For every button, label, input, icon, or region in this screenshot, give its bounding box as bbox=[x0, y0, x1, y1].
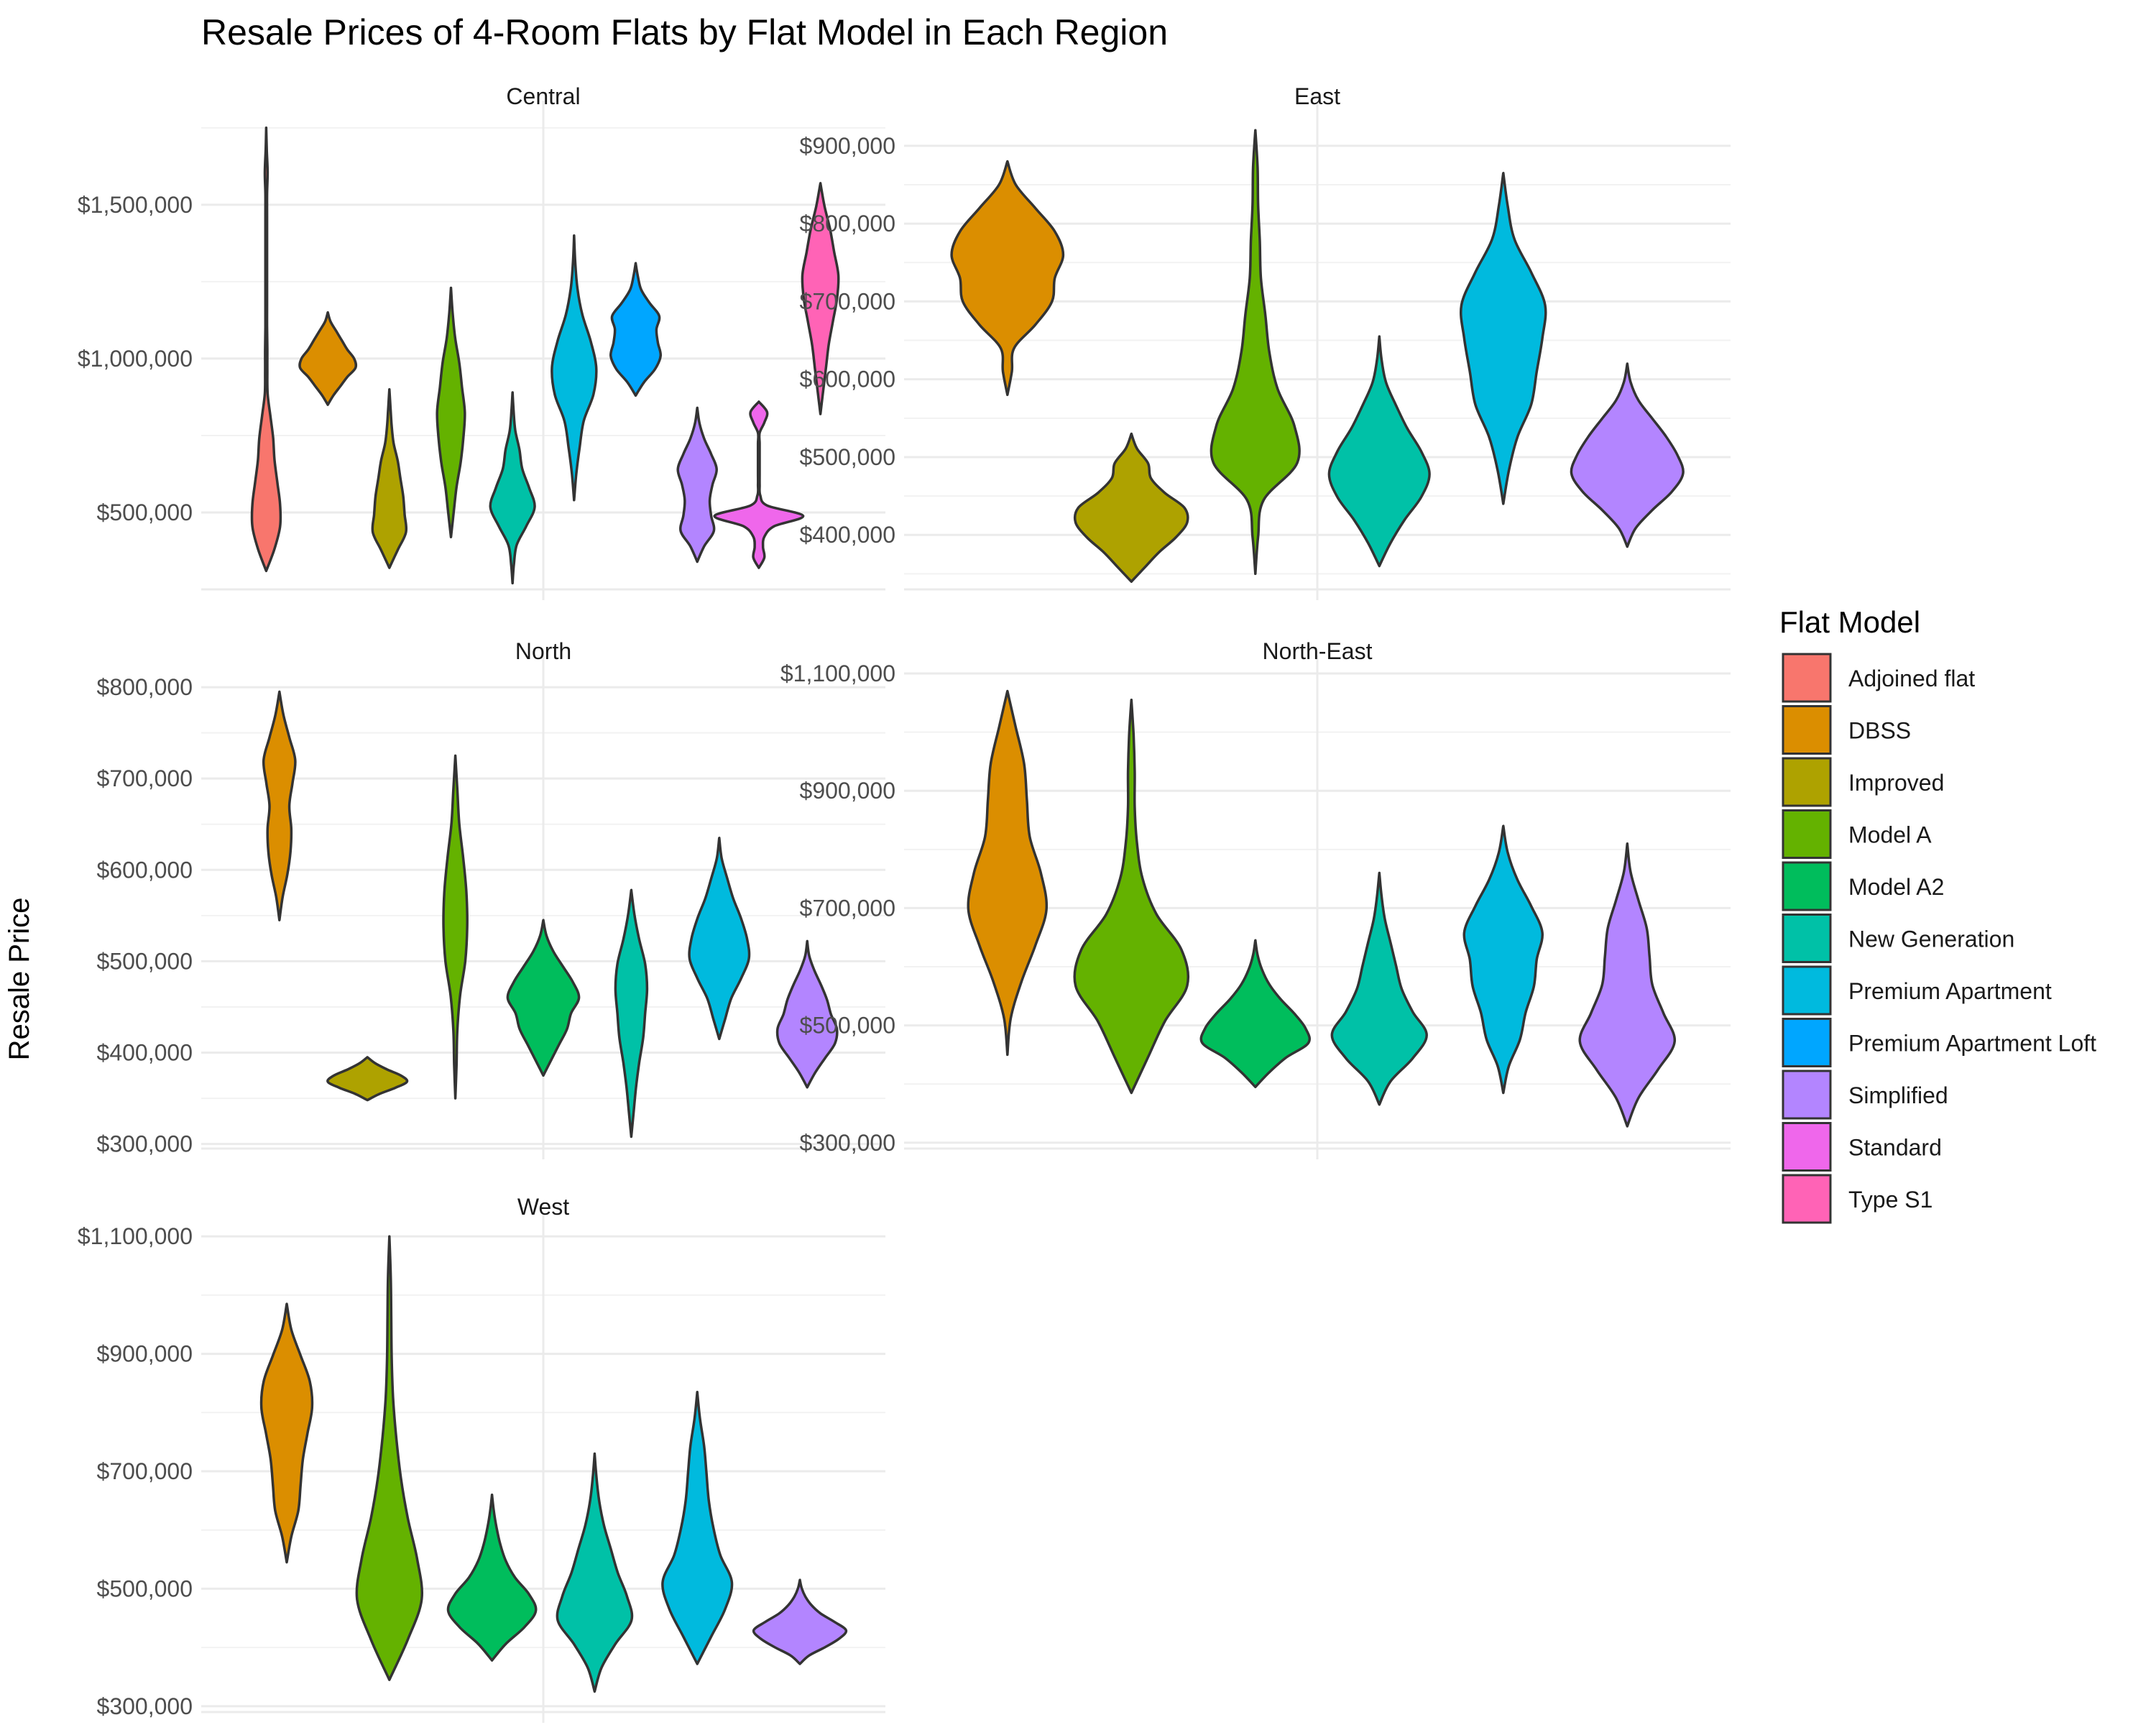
panel-title: West bbox=[517, 1194, 569, 1220]
violin-model-a bbox=[1073, 698, 1190, 1095]
y-tick-label: $300,000 bbox=[800, 1130, 895, 1156]
panel-north-east: $300,000 $500,000 $700,000 $900,000 $1,100,0… bbox=[780, 638, 1731, 1159]
legend-label: DBSS bbox=[1848, 718, 1911, 744]
legend-swatch bbox=[1782, 965, 1832, 1016]
legend-swatch bbox=[1782, 705, 1832, 755]
violin-premium-apartment bbox=[1459, 172, 1547, 505]
violin-dbss bbox=[950, 160, 1065, 397]
legend-label: Premium Apartment bbox=[1848, 978, 2052, 1004]
y-tick-label: $900,000 bbox=[800, 133, 895, 159]
legend-swatch bbox=[1782, 861, 1832, 911]
legend-swatch bbox=[1782, 1018, 1832, 1067]
y-tick-label: $1,500,000 bbox=[78, 192, 193, 218]
panel-title: Central bbox=[506, 83, 580, 109]
legend-swatch bbox=[1782, 653, 1832, 703]
y-axis-label: Resale Price bbox=[4, 898, 35, 1061]
y-tick-label: $700,000 bbox=[97, 765, 193, 791]
y-tick-label: $700,000 bbox=[800, 895, 895, 921]
violin-model-a2 bbox=[506, 919, 581, 1077]
legend-label: Premium Apartment Loft bbox=[1848, 1031, 2096, 1057]
y-tick-label: $600,000 bbox=[800, 367, 895, 392]
violin-simplified bbox=[775, 939, 839, 1089]
panel-east: $400,000 $500,000 $600,000 $700,000 $800,000… bbox=[800, 83, 1731, 600]
violin-improved bbox=[326, 1056, 409, 1102]
y-tick-label: $1,000,000 bbox=[78, 346, 193, 372]
panel-title: East bbox=[1294, 83, 1340, 109]
y-tick-label: $900,000 bbox=[97, 1341, 193, 1367]
y-tick-label: $500,000 bbox=[97, 500, 193, 525]
legend: Flat Model Adjoined flat DBSS Improved Mode… bbox=[1779, 605, 2096, 1224]
y-tick-label: $800,000 bbox=[97, 674, 193, 700]
y-tick-label: $300,000 bbox=[97, 1131, 193, 1157]
panel-central: $500,000 $1,000,000 $1,500,000 Central bbox=[78, 83, 885, 600]
violin-model-a2 bbox=[446, 1493, 538, 1662]
legend-swatch bbox=[1782, 914, 1832, 963]
legend-label: New Generation bbox=[1848, 926, 2014, 952]
legend-swatch bbox=[1782, 757, 1832, 807]
panel-title: North bbox=[515, 638, 571, 664]
violin-dbss bbox=[259, 1302, 314, 1564]
y-tick-label: $500,000 bbox=[800, 444, 895, 470]
y-tick-label: $500,000 bbox=[800, 1013, 895, 1039]
y-tick-label: $500,000 bbox=[97, 948, 193, 974]
violin-new-generation bbox=[614, 888, 649, 1138]
violin-improved bbox=[371, 387, 408, 569]
legend-label: Adjoined flat bbox=[1848, 666, 1975, 691]
violin-model-a2 bbox=[1199, 939, 1311, 1089]
legend-swatch bbox=[1782, 1174, 1832, 1224]
violin-new-generation bbox=[556, 1452, 634, 1693]
violin-dbss bbox=[967, 689, 1049, 1057]
chart-title: Resale Prices of 4-Room Flats by Flat Mo… bbox=[201, 12, 1168, 52]
y-tick-label: $400,000 bbox=[97, 1040, 193, 1066]
violin-premium-apartment bbox=[550, 234, 598, 502]
y-tick-label: $1,100,000 bbox=[780, 661, 895, 686]
y-tick-label: $1,100,000 bbox=[78, 1223, 193, 1249]
legend-label: Model A bbox=[1848, 822, 1932, 848]
y-tick-label: $400,000 bbox=[800, 522, 895, 548]
violin-simplified bbox=[1578, 842, 1676, 1128]
legend-label: Improved bbox=[1848, 770, 1944, 796]
violin-simplified bbox=[1570, 362, 1685, 548]
violin-model-a bbox=[436, 286, 466, 538]
y-tick-label: $700,000 bbox=[97, 1458, 193, 1484]
legend-title: Flat Model bbox=[1779, 605, 1920, 639]
violin-model-a bbox=[442, 754, 469, 1100]
legend-swatch bbox=[1782, 1070, 1832, 1120]
y-tick-label: $700,000 bbox=[800, 288, 895, 314]
violin-new-generation bbox=[1327, 335, 1431, 568]
panel-title: North-East bbox=[1263, 638, 1373, 664]
legend-label: Standard bbox=[1848, 1135, 1942, 1161]
violin-model-a bbox=[355, 1235, 424, 1681]
violin-new-generation bbox=[489, 391, 536, 585]
violin-new-generation bbox=[1330, 871, 1428, 1106]
violin-simplified bbox=[676, 406, 718, 564]
violin-adjoined-flat bbox=[250, 126, 282, 573]
y-tick-label: $500,000 bbox=[97, 1576, 193, 1601]
violin-simplified bbox=[752, 1578, 848, 1665]
y-tick-label: $600,000 bbox=[97, 857, 193, 883]
y-tick-label: $900,000 bbox=[800, 778, 895, 804]
legend-label: Simplified bbox=[1848, 1082, 1948, 1108]
violin-premium-apartment bbox=[688, 837, 751, 1041]
y-tick-label: $300,000 bbox=[97, 1693, 193, 1719]
y-tick-label: $800,000 bbox=[800, 211, 895, 236]
violin-premium-apartment-loft bbox=[609, 262, 663, 397]
panel-west: $300,000 $500,000 $700,000 $900,000 $1,100,0… bbox=[78, 1194, 885, 1723]
violin-standard bbox=[713, 400, 805, 569]
legend-label: Model A2 bbox=[1848, 874, 1944, 900]
legend-swatch bbox=[1782, 1122, 1832, 1172]
panel-north: $300,000 $400,000 $500,000 $600,000 $700,000… bbox=[97, 638, 885, 1159]
violin-premium-apartment bbox=[1462, 824, 1544, 1095]
violin-model-a bbox=[1210, 129, 1301, 576]
violin-improved bbox=[1073, 432, 1189, 583]
violin-premium-apartment bbox=[661, 1390, 734, 1665]
legend-swatch bbox=[1782, 809, 1832, 859]
legend-label: Type S1 bbox=[1848, 1187, 1932, 1213]
violin-dbss bbox=[262, 690, 297, 921]
violin-dbss bbox=[298, 310, 358, 406]
violin-type-s1 bbox=[801, 182, 840, 415]
